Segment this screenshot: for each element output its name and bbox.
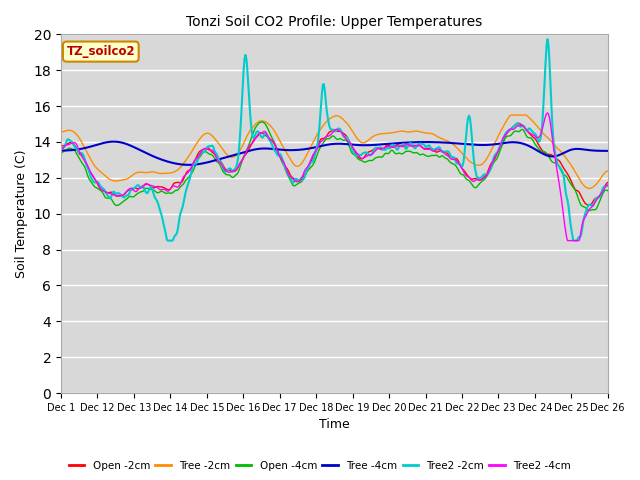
Open -4cm [380, 152, 388, 157]
Open -2cm [604, 180, 612, 185]
Tree2 -4cm [380, 145, 387, 151]
Tree2 -2cm [543, 36, 551, 42]
Tree -4cm [155, 156, 163, 161]
Tree -2cm [469, 160, 477, 166]
Tree -4cm [470, 142, 478, 147]
Open -2cm [198, 147, 205, 153]
Tree -2cm [586, 185, 593, 191]
Tree2 -2cm [305, 162, 313, 168]
Line: Tree -2cm: Tree -2cm [61, 115, 608, 188]
Tree -4cm [200, 160, 207, 166]
Legend: Open -2cm, Tree -2cm, Open -4cm, Tree -4cm, Tree2 -2cm, Tree2 -4cm: Open -2cm, Tree -2cm, Open -4cm, Tree -4… [65, 456, 575, 475]
Tree2 -2cm [470, 155, 477, 160]
Open -2cm [57, 143, 65, 148]
Tree -2cm [198, 134, 205, 140]
Tree -4cm [307, 145, 314, 151]
Line: Tree2 -2cm: Tree2 -2cm [61, 39, 608, 240]
Line: Open -4cm: Open -4cm [61, 122, 608, 211]
Open -2cm [154, 184, 162, 190]
Tree -2cm [380, 131, 387, 136]
Tree2 -4cm [564, 238, 572, 243]
Tree2 -4cm [543, 110, 551, 116]
Open -4cm [604, 188, 612, 193]
Open -4cm [305, 166, 313, 172]
Tree2 -4cm [305, 163, 312, 168]
Tree -2cm [422, 130, 430, 136]
Line: Tree2 -4cm: Tree2 -4cm [61, 113, 608, 240]
Open -2cm [515, 120, 522, 126]
Tree2 -4cm [198, 148, 205, 154]
Y-axis label: Soil Temperature (C): Soil Temperature (C) [15, 149, 28, 278]
Tree2 -2cm [57, 146, 65, 152]
Tree -4cm [424, 139, 432, 145]
Tree2 -2cm [604, 183, 612, 189]
Tree2 -2cm [154, 200, 162, 205]
Tree2 -4cm [604, 182, 612, 188]
Open -4cm [57, 150, 65, 156]
Open -2cm [586, 202, 593, 208]
Tree -4cm [185, 162, 193, 168]
Open -2cm [305, 165, 312, 170]
Tree -4cm [604, 148, 612, 154]
Tree2 -4cm [154, 185, 162, 191]
Open -4cm [470, 184, 477, 190]
Tree -4cm [57, 148, 65, 154]
Title: Tonzi Soil CO2 Profile: Upper Temperatures: Tonzi Soil CO2 Profile: Upper Temperatur… [186, 15, 483, 29]
Tree2 -2cm [380, 147, 388, 153]
Tree2 -2cm [198, 149, 206, 155]
Tree -2cm [305, 149, 312, 155]
Open -4cm [586, 208, 593, 214]
Tree -2cm [57, 129, 65, 135]
X-axis label: Time: Time [319, 419, 350, 432]
Tree -2cm [507, 112, 515, 118]
Text: TZ_soilco2: TZ_soilco2 [67, 45, 135, 58]
Tree -4cm [381, 141, 389, 147]
Tree -4cm [110, 139, 118, 144]
Open -2cm [380, 146, 387, 152]
Open -4cm [198, 152, 205, 157]
Open -4cm [423, 153, 431, 159]
Open -4cm [258, 119, 266, 125]
Open -2cm [469, 176, 477, 182]
Tree -2cm [154, 170, 162, 176]
Tree2 -4cm [57, 147, 65, 153]
Tree2 -4cm [469, 179, 477, 184]
Line: Tree -4cm: Tree -4cm [61, 142, 608, 165]
Tree2 -2cm [164, 238, 172, 243]
Tree -2cm [604, 168, 612, 174]
Line: Open -2cm: Open -2cm [61, 123, 608, 205]
Tree2 -4cm [422, 146, 430, 152]
Tree2 -2cm [423, 144, 431, 149]
Open -2cm [422, 145, 430, 151]
Open -4cm [154, 190, 162, 196]
